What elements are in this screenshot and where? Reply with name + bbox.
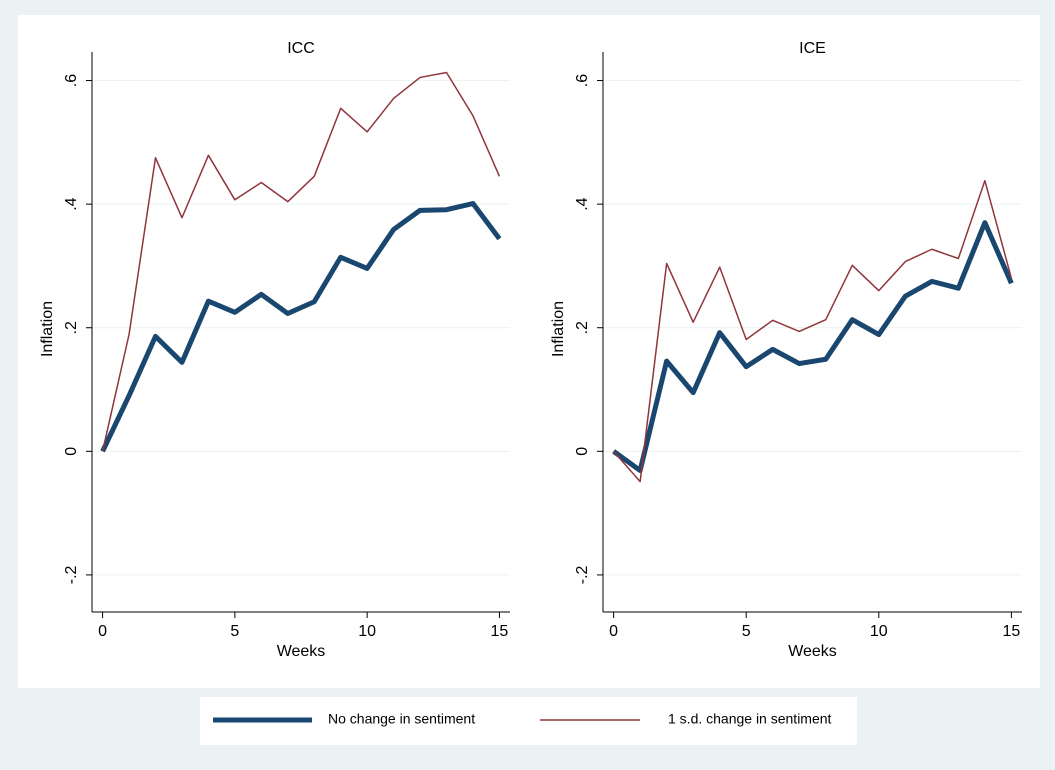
chart-title: ICC [287, 40, 315, 57]
line-series [613, 179, 1013, 483]
y-tick-label: .2 [63, 321, 80, 334]
x-tick-label: 15 [491, 623, 509, 640]
x-tick-label: 5 [230, 623, 239, 640]
y-tick-label: .4 [63, 197, 80, 210]
x-tick-label: 10 [870, 623, 888, 640]
y-tick-label: .2 [574, 321, 591, 334]
y-axis-label: Inflation [550, 301, 567, 357]
x-tick-label: 0 [98, 623, 107, 640]
chart-title: ICE [799, 40, 826, 57]
y-tick-label: 0 [574, 447, 591, 456]
x-tick-label: 5 [742, 623, 751, 640]
y-axis-label: Inflation [39, 301, 56, 357]
legend-label: No change in sentiment [328, 711, 475, 727]
line-series [612, 220, 1014, 473]
y-tick-label: -.2 [574, 565, 591, 584]
y-tick-label: -.2 [63, 565, 80, 584]
line-series [101, 71, 501, 452]
legend-label: 1 s.d. change in sentiment [668, 711, 832, 727]
x-axis-label: Weeks [788, 643, 837, 660]
line-series [100, 201, 502, 453]
x-tick-label: 10 [358, 623, 376, 640]
x-tick-label: 15 [1002, 623, 1020, 640]
y-tick-label: .6 [63, 74, 80, 87]
x-axis-label: Weeks [277, 643, 326, 660]
x-tick-label: 0 [609, 623, 618, 640]
y-tick-label: .6 [574, 74, 591, 87]
y-tick-label: .4 [574, 197, 591, 210]
y-tick-label: 0 [63, 447, 80, 456]
